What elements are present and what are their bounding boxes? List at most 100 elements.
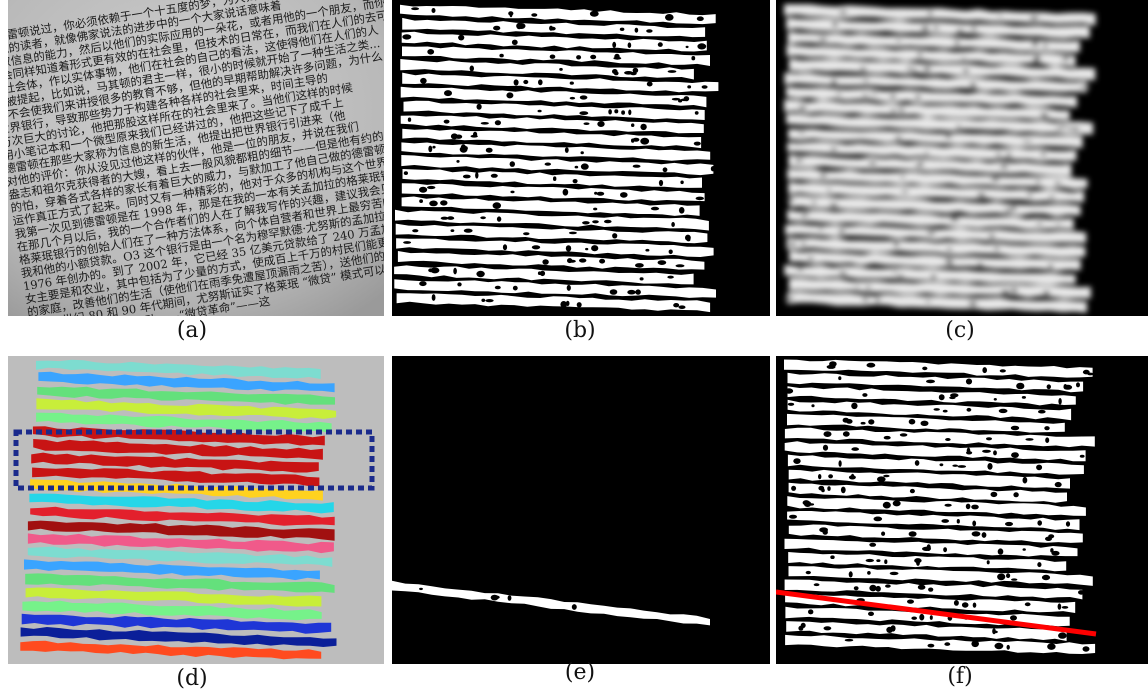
line-gap-speckle	[1022, 476, 1028, 484]
line-gap-speckle	[658, 179, 664, 187]
line-gap-speckle	[1038, 409, 1046, 414]
line-gap-speckle	[1040, 151, 1047, 157]
line-gap-speckle	[531, 245, 541, 250]
line-gap-speckle	[662, 167, 668, 173]
labeled-line-blob	[30, 506, 335, 526]
line-gap-speckle	[972, 520, 977, 527]
line-gap-speckle	[506, 92, 514, 99]
line-gap-speckle	[901, 190, 909, 194]
labeled-line-blob	[32, 426, 325, 446]
text-line-blob	[787, 291, 1087, 313]
caption-e: (e)	[564, 660, 596, 685]
line-gap-speckle	[632, 164, 641, 168]
line-gap-speckle	[1079, 454, 1085, 458]
line-gap-speckle	[965, 378, 973, 385]
line-gap-speckle	[803, 501, 812, 507]
text-line-blob	[786, 621, 1067, 641]
line-gap-speckle	[568, 231, 577, 235]
line-gap-speckle	[941, 519, 949, 523]
line-gap-speckle	[1054, 481, 1062, 488]
caption-f: (f)	[947, 664, 973, 689]
line-gap-speckle	[840, 486, 846, 494]
line-gap-speckle	[639, 277, 644, 281]
line-gap-speckle	[859, 66, 867, 72]
text-line-blob	[787, 141, 1077, 162]
line-gap-speckle	[564, 147, 569, 153]
line-gap-speckle	[968, 300, 978, 307]
line-gap-speckle	[509, 161, 515, 167]
panel-a-document-photo: 明德雷顿说过，你必须依赖于一个十五度的梦，为人归地球，德雷顿是本钱的读者，就像佛…	[8, 0, 384, 316]
line-gap-speckle	[889, 571, 899, 576]
labeled-line-blob	[20, 640, 322, 660]
line-gap-speckle	[977, 262, 983, 268]
binarized-with-baseline-image	[776, 356, 1148, 664]
line-gap-speckle	[838, 376, 842, 381]
line-gap-speckle	[950, 215, 959, 222]
text-line-blob	[787, 168, 1088, 190]
line-gap-speckle	[855, 285, 859, 289]
line-gap-speckle	[862, 79, 869, 83]
line-gap-speckle	[1072, 126, 1080, 132]
line-gap-speckle	[926, 231, 936, 236]
line-gap-speckle	[822, 529, 828, 535]
line-gap-speckle	[869, 584, 877, 592]
single-line-image	[392, 356, 770, 664]
line-gap-speckle	[942, 409, 948, 413]
line-gap-speckle	[794, 158, 804, 163]
text-line-blob	[395, 209, 709, 231]
text-line-blob	[786, 237, 1086, 258]
line-gap-speckle	[686, 237, 691, 242]
line-gap-speckle	[961, 56, 966, 60]
line-gap-speckle	[403, 171, 408, 176]
line-gap-speckle	[429, 200, 438, 207]
line-gap-speckle	[583, 122, 590, 125]
line-gap-speckle	[848, 571, 853, 578]
line-gap-speckle	[420, 77, 427, 84]
line-gap-speckle	[614, 109, 619, 114]
line-gap-speckle	[667, 70, 677, 73]
caption-a: (a)	[176, 318, 208, 343]
line-gap-speckle	[956, 28, 964, 33]
text-line-blob	[787, 372, 1084, 393]
line-gap-speckle	[678, 305, 686, 310]
line-gap-speckle	[977, 192, 986, 198]
text-line-blob	[789, 250, 1081, 271]
line-gap-speckle	[576, 55, 582, 60]
line-gap-speckle	[628, 109, 632, 116]
line-gap-speckle	[1048, 195, 1055, 199]
line-gap-speckle	[457, 282, 462, 287]
line-gap-speckle	[432, 145, 436, 149]
line-gap-speckle	[685, 45, 689, 49]
line-gap-speckle	[945, 438, 951, 441]
line-gap-speckle	[1041, 574, 1051, 581]
text-line-blob	[401, 142, 711, 161]
line-gap-speckle	[427, 49, 435, 55]
line-gap-speckle	[496, 216, 502, 222]
text-line-blob	[786, 44, 1076, 67]
line-gap-speckle	[826, 364, 836, 369]
line-gap-speckle	[631, 138, 635, 143]
line-gap-speckle	[440, 216, 449, 220]
line-gap-speckle	[797, 267, 804, 271]
text-line-blob	[787, 496, 1086, 516]
line-gap-speckle	[1065, 521, 1071, 527]
line-gap-speckle	[485, 147, 493, 153]
line-gap-speckle	[1037, 520, 1042, 526]
panel-b-binarized	[392, 0, 770, 316]
line-gap-speckle	[900, 175, 905, 179]
line-gap-speckle	[494, 285, 501, 290]
line-gap-speckle	[886, 626, 893, 633]
line-gap-speckle	[1061, 56, 1071, 61]
text-line-blob	[400, 59, 694, 80]
line-gap-speckle	[808, 609, 814, 615]
line-gap-speckle	[851, 447, 859, 451]
line-gap-speckle	[609, 289, 618, 295]
line-gap-speckle	[411, 7, 420, 11]
line-gap-speckle	[822, 444, 829, 451]
line-gap-speckle	[1058, 632, 1067, 639]
line-gap-speckle	[839, 228, 846, 234]
text-line-blob	[788, 181, 1085, 203]
line-gap-speckle	[789, 514, 797, 519]
line-gap-speckle	[697, 43, 707, 50]
line-gap-speckle	[907, 599, 914, 604]
